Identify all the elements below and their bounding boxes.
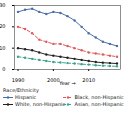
svg-text:10: 10 (0, 45, 6, 51)
html-text:White, non-Hispanic: White, non-Hispanic (15, 101, 66, 107)
svg-text:Year →: Year → (58, 80, 75, 86)
svg-text:2000: 2000 (47, 77, 60, 83)
svg-text:30: 30 (0, 2, 6, 8)
svg-text:2010: 2010 (82, 77, 95, 83)
html-text:Asian, non-Hispanic: Asian, non-Hispanic (74, 101, 124, 107)
html-text:Race/Ethnicity: Race/Ethnicity (3, 87, 39, 93)
svg-text:1990: 1990 (12, 77, 25, 83)
svg-text:0: 0 (2, 66, 5, 72)
html-text:Black, non-Hispanic: Black, non-Hispanic (74, 94, 124, 100)
svg-text:20: 20 (0, 23, 6, 29)
html-text:Hispanic: Hispanic (15, 94, 37, 100)
